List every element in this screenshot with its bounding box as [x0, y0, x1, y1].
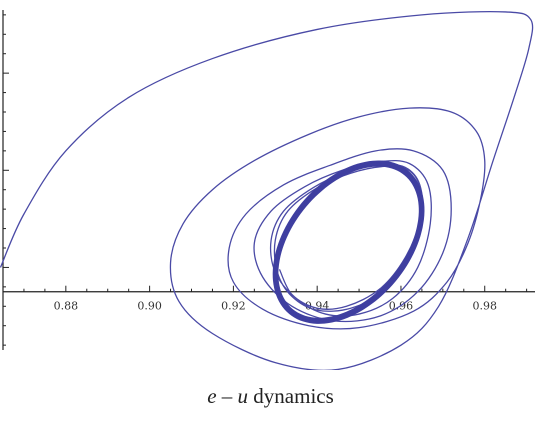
x-tick-label: 0.92	[221, 300, 246, 313]
x-tick-label: 0.90	[137, 300, 162, 313]
trajectory-line	[0, 11, 534, 370]
tick-labels: 0.880.900.920.940.960.980.500.510.52	[54, 300, 497, 313]
limit-cycle-loop	[275, 163, 422, 322]
series-group	[0, 11, 534, 370]
plot-canvas: 0.880.900.920.940.960.980.500.510.52	[0, 10, 535, 370]
ticks	[3, 14, 528, 346]
limit-cycle-loop	[276, 164, 422, 321]
x-tick-label: 0.98	[472, 300, 497, 313]
caption-var-e: e	[207, 384, 217, 408]
x-tick-label: 0.88	[54, 300, 79, 313]
limit-cycle-loop	[272, 160, 425, 324]
caption-text: dynamics	[248, 384, 334, 408]
limit-cycle-loop	[273, 161, 424, 323]
phase-plot: 0.880.900.920.940.960.980.500.510.52	[0, 10, 535, 370]
limit-cycle-loop	[276, 165, 421, 320]
caption-dash: –	[216, 384, 238, 408]
limit-cycle-loop	[274, 162, 423, 322]
caption-var-u: u	[237, 384, 249, 408]
figure-caption: e – u dynamics	[0, 384, 541, 409]
axes	[2, 10, 535, 350]
